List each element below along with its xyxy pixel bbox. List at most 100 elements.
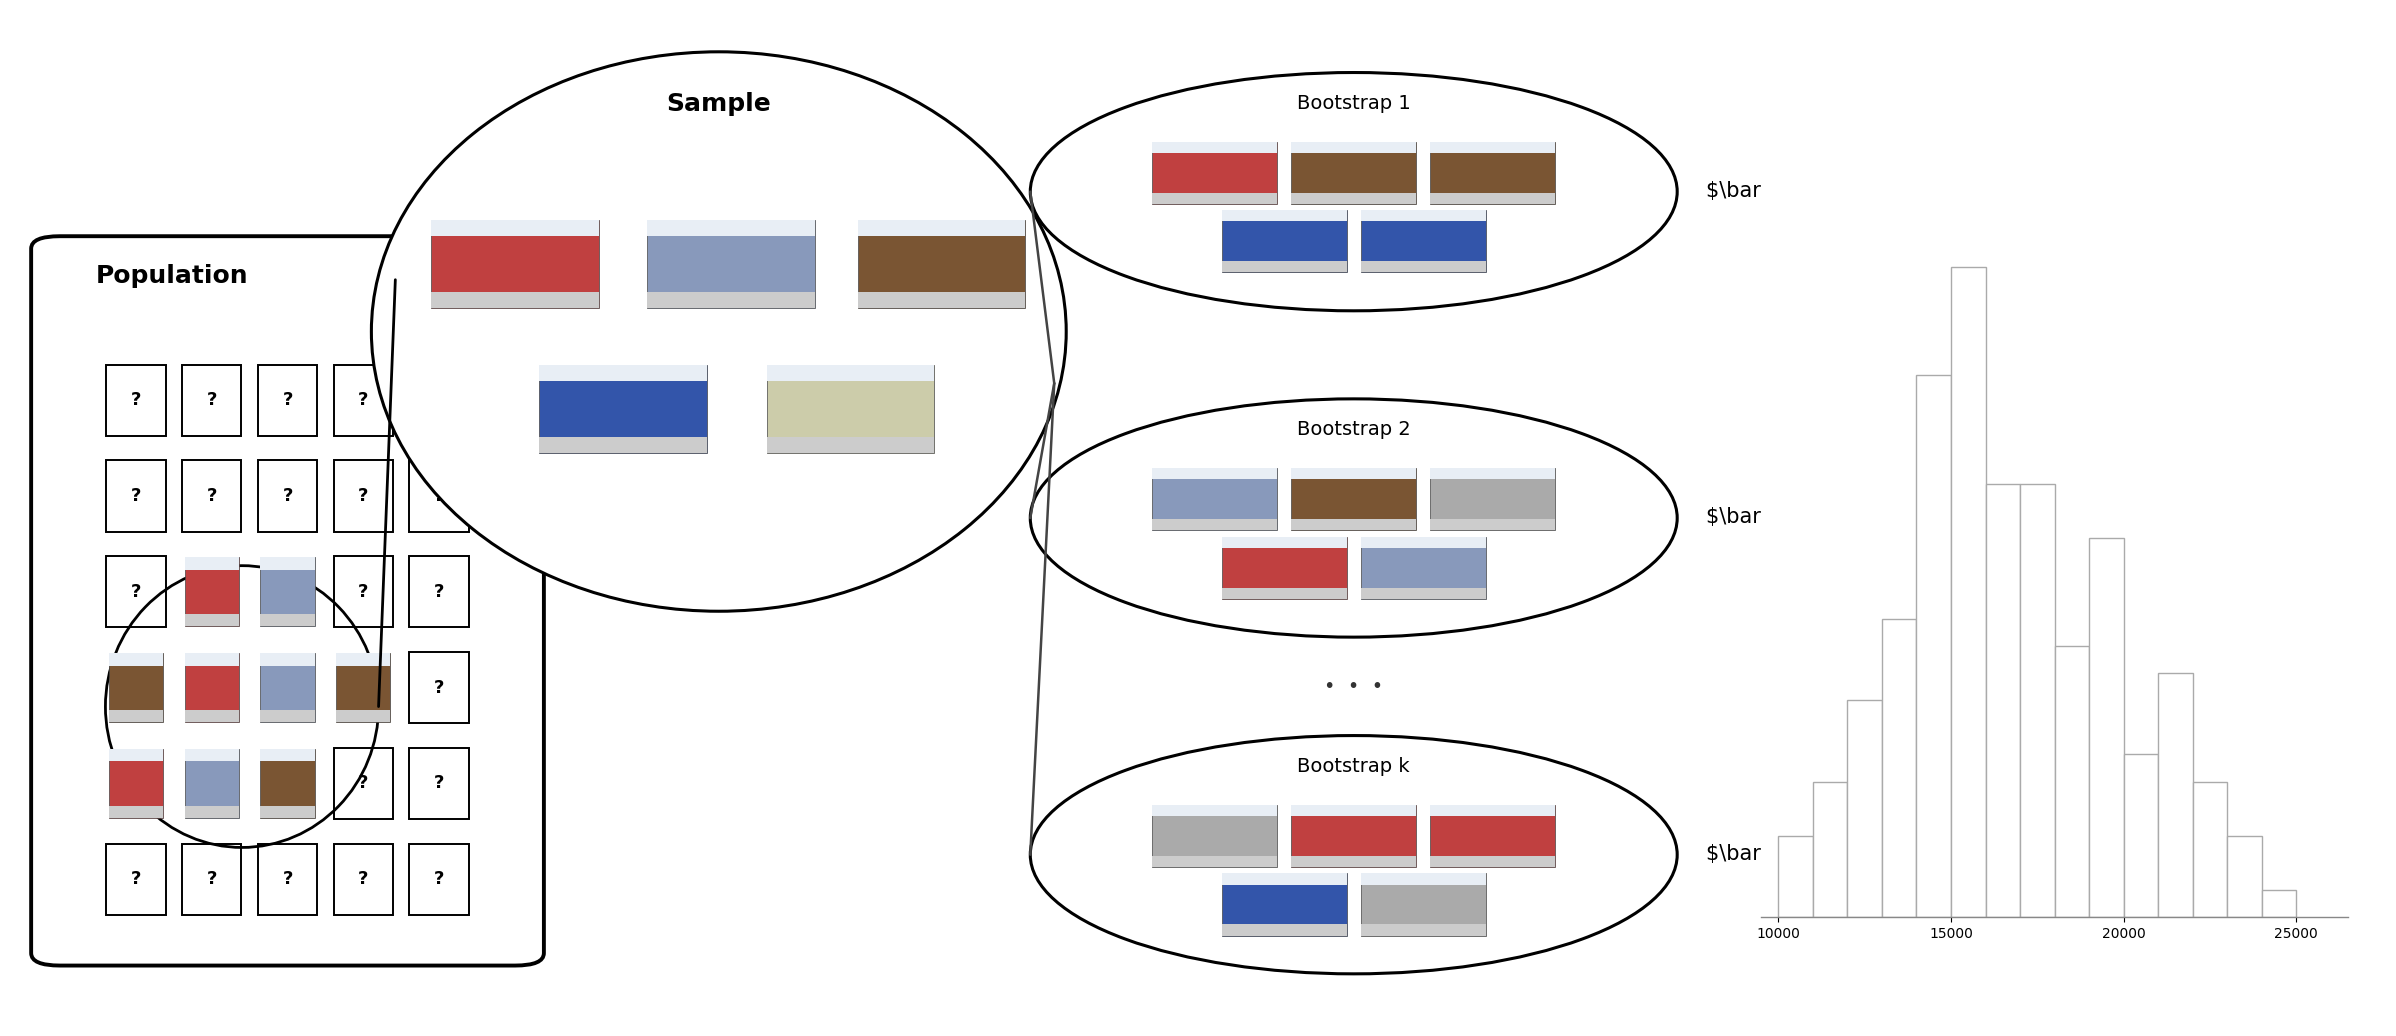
Bar <box>431 220 599 236</box>
Bar <box>1430 805 1555 867</box>
Bar <box>1430 856 1555 867</box>
Text: ?: ? <box>206 392 218 409</box>
Bar <box>261 557 314 627</box>
Bar <box>1361 873 1486 885</box>
Text: ?: ? <box>206 487 218 505</box>
Bar <box>1881 620 1917 917</box>
Bar <box>261 749 314 818</box>
Bar <box>1152 468 1277 480</box>
FancyBboxPatch shape <box>410 843 470 915</box>
Text: ?: ? <box>357 775 369 793</box>
Bar <box>335 710 391 722</box>
Bar <box>261 653 314 665</box>
Bar <box>2159 673 2192 917</box>
Bar <box>1986 484 2020 917</box>
Bar <box>1222 210 1347 272</box>
Bar <box>2020 484 2056 917</box>
Bar <box>108 653 163 665</box>
Bar <box>261 806 314 818</box>
FancyBboxPatch shape <box>105 843 165 915</box>
Bar <box>1361 924 1486 936</box>
Bar <box>1361 210 1486 272</box>
Bar <box>1222 537 1347 599</box>
Text: $\bar{x}_{bsk}$ = $20260: $\bar{x}_{bsk}$ = $20260 <box>1706 844 1996 865</box>
Bar <box>184 710 240 722</box>
Text: ?: ? <box>434 392 443 409</box>
Bar <box>1152 856 1277 867</box>
Text: ?: ? <box>132 487 141 505</box>
Bar <box>108 749 163 818</box>
Bar <box>858 220 1025 236</box>
Bar <box>2228 836 2262 917</box>
FancyBboxPatch shape <box>410 365 470 436</box>
Bar <box>1222 924 1347 936</box>
Bar <box>184 557 240 570</box>
Text: Bootstrap 2: Bootstrap 2 <box>1296 421 1411 439</box>
Bar <box>858 220 1025 308</box>
Bar <box>184 653 240 665</box>
Bar <box>2056 646 2089 917</box>
Bar <box>261 710 314 722</box>
Bar <box>108 653 163 722</box>
FancyBboxPatch shape <box>410 652 470 723</box>
Ellipse shape <box>1030 73 1677 311</box>
Bar <box>1152 468 1277 530</box>
Bar <box>767 365 934 381</box>
Text: ?: ? <box>357 487 369 505</box>
FancyBboxPatch shape <box>410 556 470 628</box>
Ellipse shape <box>1030 736 1677 974</box>
Text: ?: ? <box>206 870 218 888</box>
Bar <box>431 220 599 308</box>
Bar <box>1152 193 1277 204</box>
Bar <box>1430 805 1555 816</box>
Bar <box>1222 261 1347 272</box>
Bar <box>184 749 240 761</box>
Bar <box>1950 267 1986 917</box>
FancyBboxPatch shape <box>182 365 242 436</box>
Bar <box>184 653 240 722</box>
FancyBboxPatch shape <box>333 365 393 436</box>
Bar <box>108 749 163 761</box>
FancyBboxPatch shape <box>333 843 393 915</box>
Bar <box>261 557 314 570</box>
Bar <box>858 292 1025 308</box>
Bar <box>261 614 314 627</box>
Bar <box>2262 890 2295 917</box>
Bar <box>1361 873 1486 936</box>
Bar <box>2123 754 2159 917</box>
Bar <box>1291 468 1416 480</box>
FancyBboxPatch shape <box>333 556 393 628</box>
Bar <box>261 653 314 722</box>
Ellipse shape <box>1030 399 1677 637</box>
Text: ?: ? <box>434 487 443 505</box>
Text: Population: Population <box>96 264 249 288</box>
FancyBboxPatch shape <box>410 460 470 531</box>
Bar <box>1361 210 1486 222</box>
Text: Bootstrap 1: Bootstrap 1 <box>1296 94 1411 113</box>
Bar <box>1430 193 1555 204</box>
Bar <box>2192 781 2228 917</box>
Bar <box>1291 856 1416 867</box>
FancyBboxPatch shape <box>105 365 165 436</box>
Bar <box>1152 519 1277 530</box>
Bar <box>1152 142 1277 153</box>
FancyBboxPatch shape <box>105 556 165 628</box>
Bar <box>431 292 599 308</box>
FancyBboxPatch shape <box>259 843 316 915</box>
Bar <box>539 437 707 453</box>
Bar <box>108 710 163 722</box>
Text: ?: ? <box>357 392 369 409</box>
Bar <box>184 557 240 627</box>
Bar <box>647 292 815 308</box>
Bar <box>1430 142 1555 153</box>
Bar <box>1222 873 1347 936</box>
Bar <box>767 437 934 453</box>
Bar <box>1430 142 1555 204</box>
Bar <box>1152 142 1277 204</box>
Text: ?: ? <box>132 392 141 409</box>
Bar <box>184 614 240 627</box>
Bar <box>1222 873 1347 885</box>
FancyBboxPatch shape <box>259 365 316 436</box>
FancyBboxPatch shape <box>31 236 544 966</box>
FancyBboxPatch shape <box>182 460 242 531</box>
